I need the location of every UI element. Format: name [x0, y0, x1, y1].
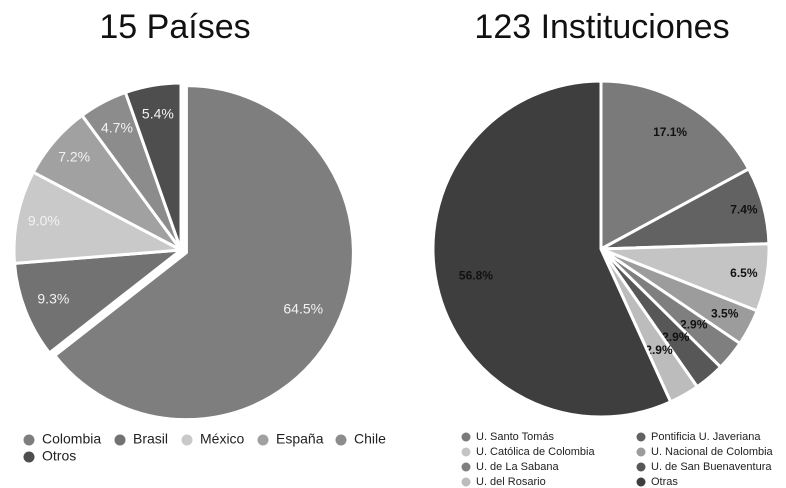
chart-title-instituciones: 123 Instituciones — [474, 8, 729, 46]
slice-label-otros: 5.4% — [142, 106, 174, 122]
pie-instituciones: 17.1%7.4%6.5%3.5%2.9%2.9%2.9%56.8% — [431, 79, 771, 419]
slice-label-espana: 7.2% — [58, 149, 90, 165]
legend-swatch-mexico — [181, 434, 193, 446]
legend-swatch-u-del-rosario — [461, 477, 471, 487]
legend-swatch-pontificia-u-javeriana — [636, 432, 646, 442]
legend-instituciones: U. Santo Tomás Pontificia U. Javeriana U. … — [461, 431, 774, 488]
slice-label-u-catolica-de-colombia: 6.5% — [730, 266, 758, 280]
slice-label-otras: 56.8% — [459, 268, 493, 282]
legend-label-pontificia-u-javeriana: Pontificia U. Javeriana — [651, 431, 761, 443]
slice-label-colombia: 64.5% — [283, 300, 323, 316]
legend-swatch-brasil — [114, 434, 126, 446]
legend-label-u-del-rosario: U. del Rosario — [476, 476, 546, 488]
slice-label-brasil: 9.3% — [37, 290, 69, 306]
slice-label-chile: 4.7% — [101, 120, 133, 136]
legend-label-u-de-san-buenaventura: U. de San Buenaventura — [651, 461, 772, 473]
legend-label-u-nacional-de-colombia: U. Nacional de Colombia — [651, 446, 774, 458]
pie-slice-u-santo-tomas — [599, 79, 751, 251]
legend-swatch-espana — [257, 434, 269, 446]
pie-slice-mexico — [12, 170, 183, 265]
slice-label-u-de-la-sabana: 2.9% — [680, 317, 708, 331]
pie-slice-otros — [123, 81, 183, 252]
legend-swatch-otros — [23, 451, 35, 463]
legend-swatch-u-nacional-de-colombia — [636, 447, 646, 457]
slice-label-u-del-rosario: 2.9% — [645, 343, 673, 357]
legend-label-otras: Otras — [651, 476, 678, 488]
legend-paises: Colombia Brasil México España Chile Otros — [23, 431, 386, 464]
slice-label-u-nacional-de-colombia: 3.5% — [711, 307, 739, 321]
legend-label-brasil: Brasil — [133, 431, 168, 447]
legend-label-chile: Chile — [354, 431, 386, 447]
legend-swatch-u-santo-tomas — [461, 432, 471, 442]
legend-swatch-colombia — [23, 434, 35, 446]
legend-swatch-u-de-san-buenaventura — [636, 462, 646, 472]
legend-label-u-catolica-de-colombia: U. Católica de Colombia — [476, 446, 595, 458]
legend-label-otros: Otros — [42, 448, 76, 464]
legend-swatch-chile — [335, 434, 347, 446]
legend-label-u-de-la-sabana: U. de La Sabana — [476, 461, 559, 473]
legend-label-mexico: México — [200, 431, 245, 447]
legend-label-espana: España — [276, 431, 324, 447]
legend-swatch-otras — [636, 477, 646, 487]
legend-label-u-santo-tomas: U. Santo Tomás — [476, 431, 555, 443]
pie-paises: 64.5% 9.3% 9.0% 7.2% 4.7% 5.4% — [12, 81, 355, 422]
slice-label-mexico: 9.0% — [28, 213, 60, 229]
legend-swatch-u-de-la-sabana — [461, 462, 471, 472]
slice-label-u-de-san-buenaventura: 2.9% — [662, 330, 690, 344]
chart-title-paises: 15 Países — [99, 8, 250, 46]
pie-slice-colombia — [53, 84, 355, 422]
legend-label-colombia: Colombia — [42, 431, 101, 447]
pie-slice-brasil — [13, 248, 183, 355]
slice-label-pontificia-u-javeriana: 7.4% — [730, 203, 758, 217]
legend-swatch-u-catolica-de-colombia — [461, 447, 471, 457]
pie-slice-otras — [431, 79, 673, 419]
slice-label-u-santo-tomas: 17.1% — [653, 125, 687, 139]
